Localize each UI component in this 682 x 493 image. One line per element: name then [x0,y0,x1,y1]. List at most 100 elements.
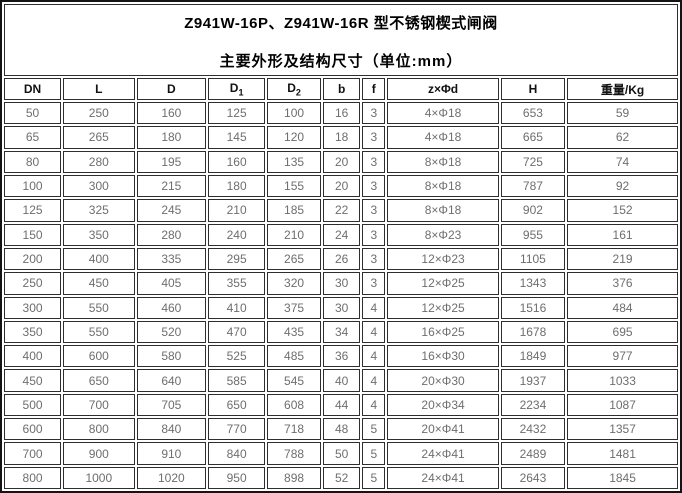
table-cell: 700 [4,442,62,465]
table-cell: 585 [208,369,266,392]
column-header-subscript: 1 [238,87,244,98]
table-cell: 410 [208,296,266,319]
table-cell: 400 [63,247,135,271]
table-cell: 24 [322,223,361,246]
table-cell: 300 [63,174,135,198]
table-title-cell: Z941W-16P、Z941W-16R 型不锈钢楔式闸阀 主要外形及结构尺寸（单… [4,4,678,76]
table-cell: 485 [267,345,321,368]
table-cell: 325 [63,199,135,222]
table-cell: 770 [208,418,266,441]
table-cell: 902 [500,199,566,222]
table-cell: 460 [136,296,207,319]
table-cell: 484 [567,296,678,319]
table-cell: 665 [500,126,566,149]
table-cell: 1845 [567,466,678,489]
table-cell: 120 [267,126,321,149]
table-cell: 2432 [500,418,566,441]
table-cell: 155 [267,174,321,198]
table-cell: 8×Φ18 [387,150,499,173]
table-cell: 600 [4,418,62,441]
table-cell: 355 [208,272,266,295]
table-cell: 30 [322,272,361,295]
table-cell: 500 [4,393,62,417]
table-cell: 62 [567,126,678,149]
table-cell: 185 [267,199,321,222]
column-header-f: f [362,78,386,100]
table-cell: 250 [4,272,62,295]
table-cell: 4 [362,369,386,392]
table-cell: 150 [4,223,62,246]
table-cell: 1849 [500,345,566,368]
table-row: 400 600 580 525 485 36 4 16×Φ30 1849 977 [4,345,678,368]
table-cell: 20×Φ30 [387,369,499,392]
table-cell: 50 [322,442,361,465]
table-cell: 18 [322,126,361,149]
column-header-dn: DN [4,78,62,100]
table-cell: 8×Φ18 [387,174,499,198]
table-cell: 545 [267,369,321,392]
table-cell: 245 [136,199,207,222]
table-row: 250 450 405 355 320 30 3 12×Φ25 1343 376 [4,272,678,295]
table-cell: 580 [136,345,207,368]
table-row: 450 650 640 585 545 40 4 20×Φ30 1937 1033 [4,369,678,392]
table-cell: 840 [136,418,207,441]
table-cell: 1105 [500,247,566,271]
column-header-label: z×Φd [427,82,459,96]
page-subtitle: 主要外形及结构尺寸（单位:mm） [219,52,463,70]
table-cell: 240 [208,223,266,246]
table-cell: 180 [208,174,266,198]
table-cell: 160 [208,150,266,173]
table-cell: 435 [267,320,321,344]
table-cell: 50 [4,102,62,125]
table-cell: 12×Φ25 [387,272,499,295]
table-row: 350 550 520 470 435 34 4 16×Φ25 1678 695 [4,320,678,344]
table-cell: 650 [63,369,135,392]
table-row: 800 1000 1020 950 898 52 5 24×Φ41 2643 1845 [4,466,678,489]
table-cell: 350 [63,223,135,246]
table-cell: 210 [208,199,266,222]
table-cell: 250 [63,102,135,125]
table-cell: 8×Φ23 [387,223,499,246]
table-cell: 718 [267,418,321,441]
table-cell: 3 [362,199,386,222]
table-cell: 4 [362,296,386,319]
table-cell: 608 [267,393,321,417]
table-cell: 450 [4,369,62,392]
table-cell: 1020 [136,466,207,489]
table-cell: 74 [567,150,678,173]
table-cell: 405 [136,272,207,295]
table-cell: 653 [500,102,566,125]
table-cell: 910 [136,442,207,465]
table-cell: 3 [362,272,386,295]
column-header-b: b [322,78,361,100]
column-header-row: DN L D D1 D2 b f z×Φd H 重量/Kg [4,78,678,100]
table-cell: 400 [4,345,62,368]
table-cell: 3 [362,102,386,125]
table-cell: 24×Φ41 [387,442,499,465]
table-row: 80 280 195 160 135 20 3 8×Φ18 725 74 [4,150,678,173]
table-cell: 650 [208,393,266,417]
table-cell: 145 [208,126,266,149]
table-cell: 300 [4,296,62,319]
table-cell: 1516 [500,296,566,319]
table-cell: 955 [500,223,566,246]
table-row: 500 700 705 650 608 44 4 20×Φ34 2234 1087 [4,393,678,417]
table-cell: 787 [500,174,566,198]
table-cell: 898 [267,466,321,489]
column-header-label: 重量/Kg [600,82,645,97]
table-cell: 16×Φ25 [387,320,499,344]
table-cell: 34 [322,320,361,344]
table-cell: 40 [322,369,361,392]
column-header-label: H [528,82,538,96]
table-cell: 195 [136,150,207,173]
table-cell: 600 [63,345,135,368]
table-cell: 125 [208,102,266,125]
table-cell: 180 [136,126,207,149]
table-cell: 26 [322,247,361,271]
table-cell: 52 [322,466,361,489]
column-header-h: H [500,78,566,100]
column-header-d2: D2 [267,78,321,100]
column-header-subscript: 2 [295,87,301,98]
